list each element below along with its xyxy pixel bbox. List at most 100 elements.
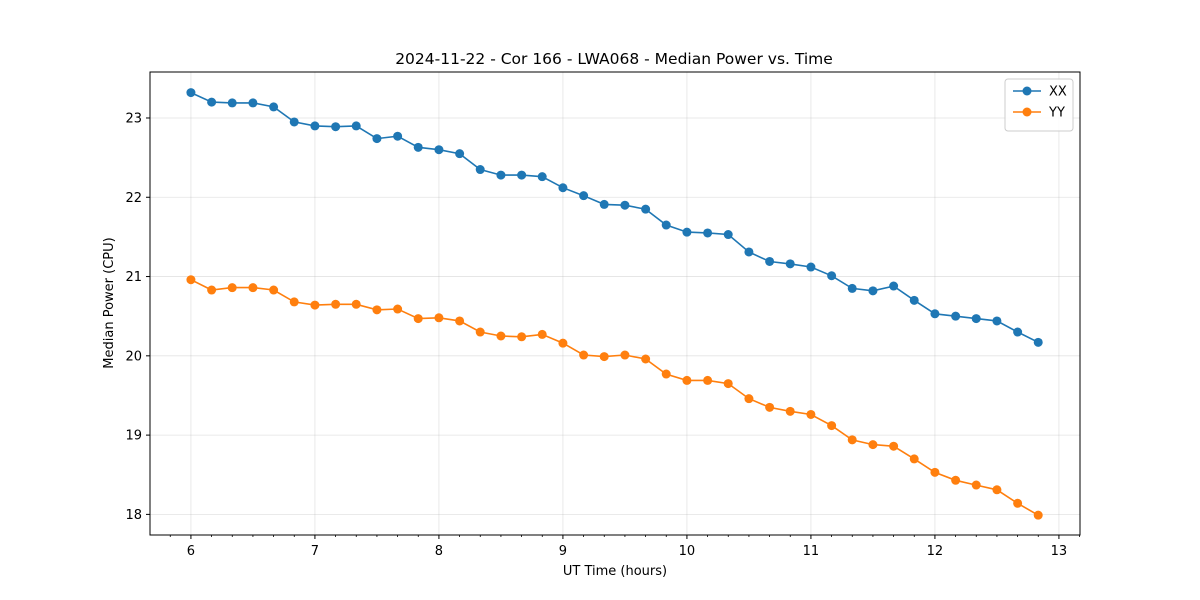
data-point-yy	[703, 375, 713, 385]
data-point-xx	[682, 227, 692, 237]
x-tick-label: 11	[803, 544, 820, 559]
data-point-xx	[475, 165, 485, 175]
x-axis: 6 7 8 9 10 11 12 13	[169, 535, 1080, 559]
data-point-yy	[951, 475, 961, 485]
data-point-yy	[248, 283, 258, 293]
data-point-yy	[372, 305, 382, 315]
data-point-yy	[847, 435, 857, 445]
data-point-yy	[909, 454, 919, 464]
plot-frame	[149, 71, 1081, 536]
data-point-xx	[434, 145, 444, 155]
data-point-xx	[289, 117, 299, 127]
y-tick-label: 19	[125, 429, 142, 444]
data-point-xx	[889, 281, 899, 291]
data-point-xx	[599, 199, 609, 209]
x-axis-label: UT Time (hours)	[563, 564, 667, 579]
data-point-yy	[744, 394, 754, 404]
data-point-xx	[744, 247, 754, 257]
data-point-yy	[579, 350, 589, 360]
data-point-yy	[1013, 498, 1023, 508]
data-point-xx	[517, 170, 527, 180]
data-point-yy	[599, 352, 609, 362]
data-point-yy	[331, 299, 341, 309]
data-point-xx	[455, 149, 465, 159]
x-tick-label: 8	[435, 544, 443, 559]
legend-box	[1004, 78, 1074, 132]
data-point-yy	[785, 406, 795, 416]
data-point-yy	[496, 331, 506, 341]
data-point-yy	[537, 329, 547, 339]
data-point-xx	[310, 121, 320, 131]
x-tick-label: 7	[311, 544, 319, 559]
data-point-xx	[579, 191, 589, 201]
x-tick-label: 12	[927, 544, 944, 559]
data-point-yy	[1033, 510, 1043, 520]
data-point-xx	[269, 102, 279, 112]
data-point-yy	[641, 354, 651, 364]
data-point-xx	[827, 271, 837, 281]
data-point-yy	[475, 327, 485, 337]
data-point-yy	[971, 480, 981, 490]
data-point-xx	[331, 122, 341, 132]
data-point-xx	[723, 230, 733, 240]
data-point-xx	[992, 316, 1002, 326]
y-axis-label: Median Power (CPU)	[102, 237, 117, 368]
data-point-yy	[992, 485, 1002, 495]
legend-marker-xx	[1022, 86, 1032, 96]
data-point-xx	[930, 309, 940, 319]
data-point-yy	[827, 421, 837, 431]
data-point-yy	[517, 332, 527, 342]
x-tick-label: 13	[1051, 544, 1068, 559]
data-point-yy	[806, 409, 816, 419]
data-point-yy	[227, 283, 237, 293]
data-point-yy	[351, 299, 361, 309]
data-point-xx	[351, 121, 361, 131]
data-point-yy	[765, 402, 775, 412]
data-point-xx	[785, 259, 795, 269]
data-point-xx	[703, 228, 713, 238]
x-tick-label: 9	[559, 544, 567, 559]
data-point-xx	[1013, 327, 1023, 337]
data-point-xx	[413, 142, 423, 152]
data-point-xx	[847, 283, 857, 293]
data-point-xx	[558, 183, 568, 193]
data-point-yy	[413, 314, 423, 324]
data-point-yy	[930, 467, 940, 477]
legend-label-xx: XX	[1049, 85, 1067, 100]
x-tick-label: 10	[679, 544, 696, 559]
data-point-xx	[496, 170, 506, 180]
x-tick-label: 6	[187, 544, 195, 559]
data-point-xx	[806, 262, 816, 272]
data-point-yy	[620, 350, 630, 360]
data-point-xx	[1033, 337, 1043, 347]
data-point-xx	[661, 220, 671, 230]
legend-label-yy: YY	[1048, 106, 1065, 121]
legend: XX YY	[1004, 78, 1074, 132]
series-layer	[186, 88, 1043, 520]
data-point-xx	[868, 286, 878, 296]
data-point-xx	[641, 204, 651, 214]
legend-marker-yy	[1022, 107, 1032, 117]
data-point-yy	[682, 375, 692, 385]
data-point-xx	[186, 88, 196, 98]
chart-title: 2024-11-22 - Cor 166 - LWA068 - Median P…	[395, 50, 833, 68]
y-tick-label: 23	[125, 111, 142, 126]
data-point-xx	[909, 295, 919, 305]
data-point-yy	[889, 441, 899, 451]
data-point-yy	[207, 285, 217, 295]
y-tick-label: 18	[125, 508, 142, 523]
data-point-yy	[661, 369, 671, 379]
data-point-xx	[372, 134, 382, 144]
data-point-xx	[393, 131, 403, 141]
data-point-yy	[186, 275, 196, 285]
y-tick-label: 20	[125, 349, 142, 364]
data-point-yy	[310, 300, 320, 310]
data-point-yy	[868, 440, 878, 450]
y-tick-label: 22	[125, 191, 142, 206]
data-point-xx	[620, 200, 630, 210]
data-point-xx	[971, 314, 981, 324]
data-point-xx	[227, 98, 237, 108]
data-point-yy	[289, 297, 299, 307]
data-point-yy	[434, 313, 444, 323]
